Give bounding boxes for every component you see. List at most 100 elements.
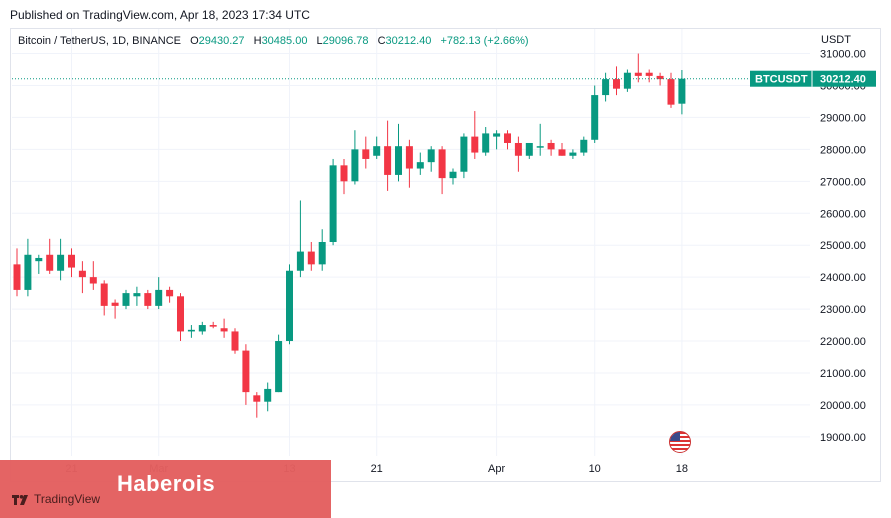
- candle-body: [133, 293, 141, 297]
- candle: [547, 139, 555, 156]
- last-price-line: BTCUSDT 30212.40: [12, 70, 876, 87]
- legend-open-value: 29430.27: [198, 35, 245, 47]
- price-tag-symbol: BTCUSDT: [755, 74, 808, 86]
- candle-body: [449, 171, 457, 179]
- candle: [144, 289, 152, 310]
- candle-body: [384, 146, 392, 175]
- y-tick-label: 24000.00: [820, 272, 866, 284]
- candle: [373, 136, 381, 159]
- candle: [438, 146, 446, 195]
- tradingview-logo: TradingView: [12, 492, 100, 506]
- candle: [514, 136, 522, 172]
- candle-body: [122, 293, 130, 306]
- candle: [264, 382, 272, 412]
- candle: [569, 149, 577, 159]
- candle-body: [13, 264, 21, 290]
- y-tick-label: 31000.00: [820, 49, 866, 61]
- candle-body: [536, 146, 544, 148]
- x-tick-label: Apr: [488, 463, 505, 475]
- x-tick-label: 21: [371, 463, 383, 475]
- y-tick-label: 27000.00: [820, 176, 866, 188]
- legend-close-value: 30212.40: [385, 35, 432, 47]
- candle-body: [296, 251, 304, 271]
- candle: [242, 344, 250, 405]
- candle-body: [177, 296, 184, 332]
- x-tick-label: 10: [589, 463, 601, 475]
- candle-body: [558, 149, 566, 156]
- candle-body: [187, 329, 195, 332]
- candle-body: [264, 388, 272, 402]
- legend-change: +782.13 (+2.66%): [440, 35, 529, 47]
- price-tag-bg: [750, 70, 876, 87]
- candle: [155, 277, 163, 310]
- candle: [623, 69, 631, 92]
- candle: [340, 158, 348, 195]
- brand-banner: [0, 460, 331, 518]
- candles: [13, 53, 686, 418]
- candle: [536, 123, 544, 156]
- candle-body: [198, 325, 206, 332]
- candle: [24, 238, 32, 297]
- candle-body: [286, 270, 293, 342]
- published-caption: Published on TradingView.com, Apr 18, 20…: [10, 8, 310, 22]
- tradingview-label: TradingView: [34, 492, 101, 506]
- candle-body: [482, 133, 490, 153]
- candle: [504, 130, 511, 150]
- currency-label[interactable]: USDT: [821, 34, 851, 46]
- candle: [89, 261, 97, 290]
- candle-body: [427, 149, 435, 163]
- candle-body: [438, 149, 446, 179]
- y-tick-label: 21000.00: [820, 368, 866, 380]
- candle: [460, 133, 468, 179]
- tradingview-icon: [12, 494, 30, 505]
- candle: [395, 123, 402, 182]
- y-tick-label: 20000.00: [820, 400, 866, 412]
- candle-body: [460, 136, 468, 172]
- candle-body: [569, 152, 577, 156]
- candle-body: [493, 133, 501, 137]
- candle: [667, 72, 675, 108]
- candle: [177, 293, 184, 342]
- y-tick-label: 25000.00: [820, 240, 866, 252]
- price-tag-value: 30212.40: [820, 74, 866, 86]
- y-tick-label: 26000.00: [820, 208, 866, 220]
- candle: [558, 142, 566, 156]
- candle: [384, 120, 392, 191]
- candle: [100, 280, 108, 316]
- candle-body: [547, 142, 555, 150]
- candle: [133, 286, 141, 306]
- legend-low-label: L: [316, 35, 323, 47]
- candle: [525, 142, 533, 159]
- candle-body: [678, 78, 686, 104]
- candle: [286, 264, 293, 345]
- candle: [449, 168, 457, 185]
- candle-body: [591, 95, 599, 140]
- candle-body: [656, 75, 664, 80]
- candle: [678, 70, 686, 115]
- candle: [482, 127, 490, 156]
- candle-body: [471, 136, 479, 153]
- candle-body: [111, 302, 119, 306]
- candle: [493, 130, 501, 150]
- candle-body: [623, 72, 631, 89]
- candle-body: [307, 251, 315, 265]
- candle: [602, 72, 610, 102]
- candle-body: [613, 79, 620, 89]
- candle-body: [580, 139, 588, 153]
- legend-low-value: 29096.78: [322, 35, 369, 47]
- candle: [111, 299, 119, 319]
- candle-body: [24, 254, 32, 290]
- candle-body: [68, 254, 75, 268]
- candle-body: [351, 149, 359, 182]
- candle: [329, 158, 337, 246]
- chart-frame: [10, 28, 881, 482]
- legend-open-label: O: [190, 35, 199, 47]
- candle-body: [667, 79, 675, 105]
- candle-body: [100, 283, 108, 306]
- us-flag-icon[interactable]: [669, 431, 691, 453]
- y-tick-label: 23000.00: [820, 304, 866, 316]
- legend-high-label: H: [253, 35, 262, 47]
- candle-body: [602, 79, 610, 96]
- candle: [220, 318, 228, 338]
